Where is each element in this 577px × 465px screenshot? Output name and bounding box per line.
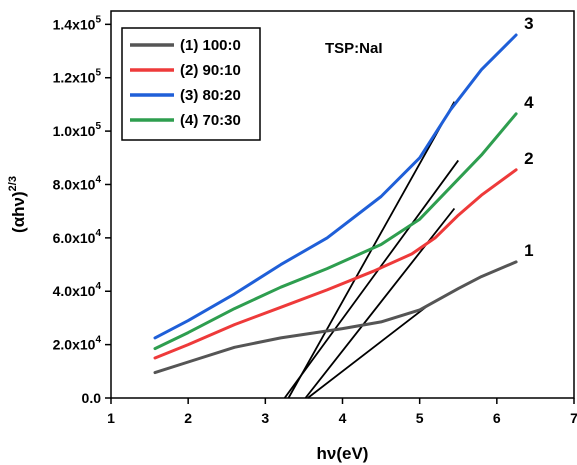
y-tick-label-3: 6.0x104: [53, 228, 102, 246]
legend-label-3: (3) 80:20: [180, 87, 241, 104]
y-tick-label-4: 8.0x104: [53, 174, 102, 192]
x-tick-label-0: 1: [107, 410, 115, 426]
series-line-1: [153, 260, 518, 375]
y-axis-title: (αhν)2/3: [7, 176, 28, 233]
y-axis-title-exponent: 2/3: [7, 176, 19, 191]
series-line-3: [153, 33, 518, 340]
y-tick-label-5: 1.0x105: [53, 121, 102, 139]
y-tick-label-7: 1.4x105: [53, 14, 102, 32]
x-tick-label-5: 6: [493, 410, 501, 426]
curve-label-3: 3: [524, 14, 533, 33]
series-lines: [153, 33, 518, 375]
legend-label-4: (4) 70:30: [180, 112, 241, 129]
x-tick-label-4: 5: [416, 410, 424, 426]
x-tick-label-1: 2: [184, 410, 192, 426]
x-tick-label-3: 4: [339, 410, 347, 426]
y-tick-label-2: 4.0x104: [53, 281, 102, 299]
y-tick-label-0: 0.0: [82, 390, 102, 406]
legend-label-1: (1) 100:0: [180, 37, 241, 54]
curve-label-2: 2: [524, 149, 533, 168]
series-line-2: [153, 168, 518, 360]
curve-label-4: 4: [524, 93, 534, 112]
y-tick-label-1: 2.0x104: [53, 335, 102, 353]
x-tick-label-2: 3: [261, 410, 269, 426]
y-tick-label-6: 1.2x105: [53, 68, 102, 86]
curve-label-1: 1: [524, 241, 533, 260]
fit-line-2: [283, 159, 459, 399]
axis-ticks: [105, 23, 575, 404]
legend: (1) 100:0 (2) 90:10 (3) 80:20 (4) 70:30: [121, 27, 261, 141]
tick-labels: 1 2 3 4 5 6 7 0.0 2.0x104 4.0x104 6.0x104 8.0x104 1.…: [53, 14, 577, 426]
fit-line-4: [307, 305, 428, 399]
legend-label-2: (2) 90:10: [180, 62, 241, 79]
y-axis-title-base: (αhν): [9, 191, 28, 233]
x-tick-label-6: 7: [570, 410, 577, 426]
curve-end-labels: 1 2 3 4: [524, 14, 534, 260]
x-axis-title: hν(eV): [317, 444, 369, 463]
chart-annotation: TSP:NaI: [325, 40, 383, 57]
series-line-4: [153, 112, 518, 351]
